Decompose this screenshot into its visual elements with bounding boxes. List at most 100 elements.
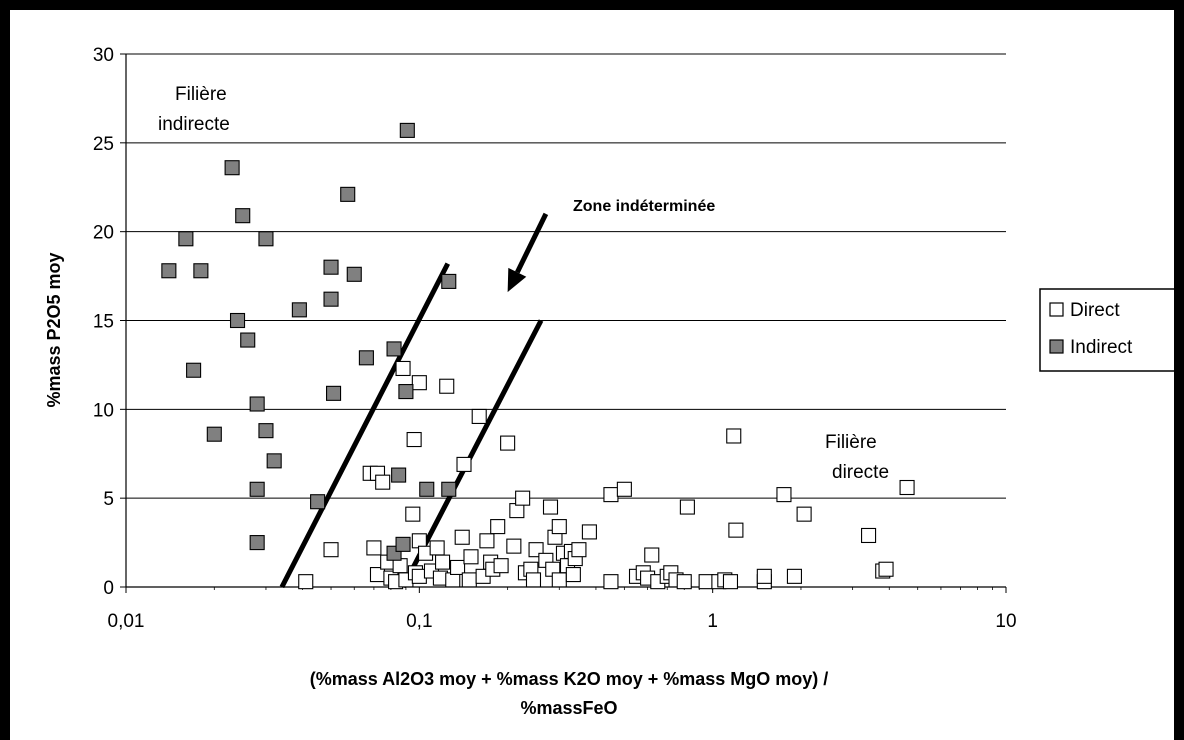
point-direct-0	[298, 574, 314, 590]
point-indirect-17	[323, 259, 339, 275]
point-indirect-8	[240, 332, 256, 348]
point-indirect-5	[224, 160, 240, 176]
point-indirect-16	[310, 494, 326, 510]
point-direct-70	[676, 574, 692, 590]
point-direct-33	[479, 533, 495, 549]
zone-boundaries	[279, 212, 549, 589]
point-direct-81	[786, 568, 802, 584]
point-indirect-0	[161, 263, 177, 279]
y-tick-label-10: 10	[93, 400, 114, 421]
point-direct-82	[796, 506, 812, 522]
point-indirect-6	[229, 312, 246, 329]
y-axis-title: %mass P2O5 moy	[44, 252, 64, 407]
point-direct-38	[500, 435, 516, 451]
point-direct-16	[411, 375, 427, 391]
point-indirect-31	[441, 481, 457, 497]
point-direct-75	[722, 574, 739, 590]
point-direct-29	[461, 572, 477, 588]
point-direct-80	[776, 487, 792, 503]
point-indirect-19	[326, 385, 342, 401]
point-indirect-20	[340, 186, 356, 202]
y-tick-label-25: 25	[93, 134, 114, 155]
point-direct-14	[406, 431, 422, 448]
point-direct-3	[366, 540, 382, 556]
point-indirect-18	[323, 291, 339, 307]
point-indirect-9	[249, 396, 265, 412]
point-direct-39	[506, 538, 522, 554]
annotation-indirect-line1: Filière	[175, 84, 227, 105]
point-direct-86	[899, 479, 915, 496]
y-tick-label-15: 15	[93, 312, 114, 333]
point-indirect-11	[249, 535, 265, 551]
point-indirect-3	[193, 263, 209, 279]
axes	[120, 53, 1007, 593]
point-direct-57	[571, 542, 587, 558]
boundary-line-0	[279, 262, 450, 589]
point-direct-44	[525, 572, 542, 588]
arrow-shaft	[515, 212, 549, 274]
point-direct-1	[323, 542, 339, 558]
point-indirect-22	[358, 350, 374, 366]
annotation-undetermined-zone: Zone indéterminée	[573, 198, 715, 215]
point-direct-83	[861, 527, 877, 544]
point-indirect-30	[441, 273, 457, 289]
legend: Direct Indirect	[1039, 288, 1174, 372]
x-tick-label-3: 10	[995, 611, 1016, 632]
point-indirect-7	[235, 208, 251, 224]
point-indirect-15	[291, 302, 307, 318]
point-direct-28	[456, 456, 472, 472]
point-indirect-14	[266, 453, 282, 469]
point-direct-59	[603, 487, 619, 503]
point-direct-76	[726, 428, 742, 444]
y-tick-label-30: 30	[93, 45, 114, 66]
point-direct-36	[490, 519, 506, 535]
point-direct-23	[435, 554, 451, 570]
point-direct-51	[551, 572, 567, 588]
legend-indirect-label: Indirect	[1070, 337, 1133, 358]
point-direct-11	[395, 360, 411, 377]
legend-direct-marker	[1049, 302, 1064, 317]
point-indirect-10	[249, 481, 265, 497]
x-tick-label-2: 1	[707, 611, 718, 632]
point-direct-27	[454, 529, 470, 545]
point-direct-55	[565, 567, 581, 583]
point-direct-50	[551, 519, 567, 535]
legend-direct-label: Direct	[1070, 300, 1120, 321]
x-tick-label-0: 0,01	[108, 611, 145, 632]
x-axis-title-line2: %massFeO	[520, 698, 617, 718]
arrow-head	[507, 267, 527, 293]
point-direct-71	[679, 499, 695, 515]
point-indirect-12	[258, 231, 274, 247]
point-direct-24	[439, 378, 455, 394]
data-points	[161, 122, 915, 590]
point-direct-79	[756, 568, 772, 584]
point-direct-61	[616, 481, 632, 497]
point-indirect-2	[186, 362, 202, 378]
point-direct-72	[698, 574, 714, 590]
point-direct-58	[581, 524, 597, 540]
annotation-indirect-line2: indirecte	[158, 114, 230, 135]
x-axis-title-line1: (%mass Al2O3 moy + %mass K2O moy + %mass…	[310, 669, 829, 689]
annotation-direct-line2: directe	[832, 462, 889, 483]
point-direct-30	[463, 549, 479, 565]
point-indirect-23	[386, 341, 402, 357]
point-direct-13	[405, 506, 421, 522]
point-indirect-28	[399, 122, 415, 138]
point-indirect-4	[206, 426, 222, 442]
point-direct-65	[644, 547, 660, 563]
point-direct-26	[450, 559, 466, 576]
point-indirect-21	[346, 266, 362, 282]
point-direct-6	[375, 474, 391, 490]
point-direct-60	[603, 574, 619, 590]
scatter-chart: 0 5 10 15 20 25 30 0,01 0,1 1 10 Filière indirecte…	[44, 45, 1174, 718]
point-indirect-27	[398, 384, 414, 400]
point-direct-47	[542, 499, 559, 515]
point-indirect-26	[395, 536, 411, 552]
legend-indirect-marker	[1049, 339, 1064, 354]
annotation-direct-line1: Filière	[825, 432, 877, 453]
point-indirect-1	[178, 231, 194, 247]
point-indirect-29	[419, 481, 435, 497]
point-direct-85	[878, 561, 894, 577]
point-direct-21	[429, 540, 445, 556]
